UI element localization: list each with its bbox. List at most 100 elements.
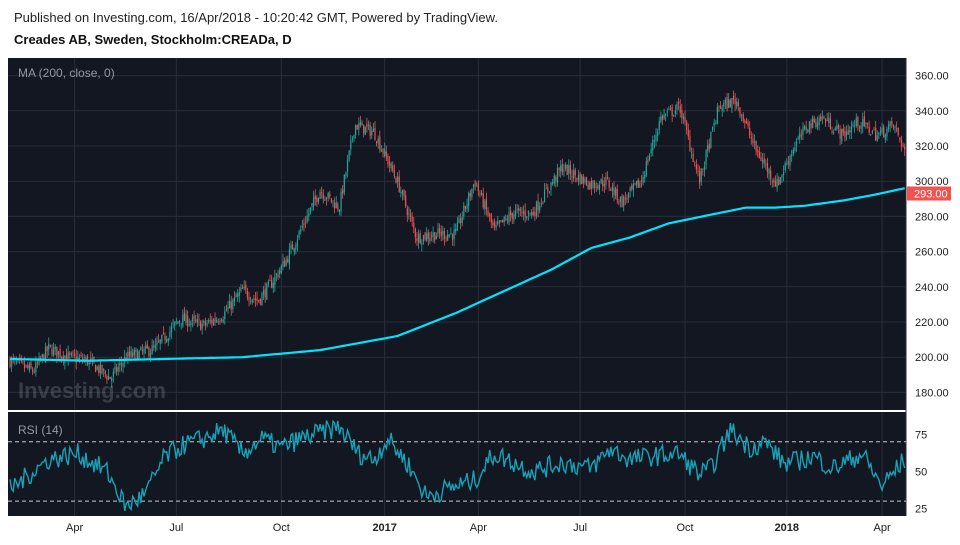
candle-body	[787, 161, 790, 164]
candle-body	[400, 192, 402, 193]
candle-body	[629, 187, 631, 191]
candle-body	[820, 116, 822, 121]
candle-body	[616, 189, 618, 201]
candle-body	[732, 95, 735, 100]
candle-body	[760, 157, 762, 161]
candle-body	[406, 208, 408, 216]
chart-header: Published on Investing.com, 16/Apr/2018 …	[14, 8, 944, 50]
candle-body	[815, 121, 817, 128]
candle-body	[178, 321, 181, 323]
candle-body	[797, 137, 799, 140]
candle-body	[317, 197, 320, 203]
candle-body	[136, 351, 139, 360]
candle-body	[48, 343, 50, 350]
candle-body	[451, 233, 454, 240]
candle-body	[464, 206, 467, 209]
candle-body	[324, 199, 326, 201]
candle-body	[899, 137, 901, 141]
candle-body	[739, 107, 741, 116]
candle-body	[573, 170, 575, 179]
candle-body	[653, 139, 655, 142]
candle-body	[22, 361, 24, 363]
candle-body	[53, 347, 55, 356]
candle-body	[800, 135, 802, 136]
candle-body	[334, 202, 336, 209]
candle-body	[784, 163, 786, 171]
candle-body	[313, 197, 315, 206]
x-tick-label: Apr	[66, 522, 83, 534]
candle-body	[296, 239, 299, 247]
candle-body	[164, 335, 166, 341]
candle-body	[514, 210, 517, 217]
candle-body	[710, 131, 712, 148]
candle-body	[385, 151, 387, 157]
candle-body	[382, 148, 384, 154]
candle-body	[272, 283, 274, 289]
candle-body	[862, 118, 864, 127]
price-tick-label: 220.00	[915, 317, 949, 329]
candle-body	[321, 192, 323, 194]
candle-body	[561, 164, 563, 173]
candle-body	[621, 195, 623, 208]
candle-body	[114, 366, 116, 370]
candle-body	[208, 320, 210, 323]
candle-body	[818, 118, 820, 125]
candle-body	[863, 116, 865, 127]
candle-body	[823, 116, 825, 119]
candle-body	[624, 198, 626, 200]
candle-body	[304, 222, 307, 224]
candle-body	[576, 178, 578, 180]
candle-body	[755, 140, 757, 152]
candle-body	[264, 288, 266, 298]
candle-body	[115, 367, 118, 373]
last-price-badge	[907, 186, 951, 201]
candle-body	[262, 290, 265, 295]
candle-body	[414, 228, 416, 238]
candle-body	[98, 365, 100, 373]
candle-body	[721, 108, 723, 111]
candle-body	[623, 196, 625, 207]
candle-body	[374, 127, 376, 140]
candle-body	[112, 371, 114, 377]
candle-body	[590, 181, 592, 189]
candle-body	[543, 189, 546, 203]
candle-body	[833, 131, 835, 133]
candle-body	[206, 323, 208, 326]
candle-body	[522, 211, 525, 214]
candle-body	[694, 162, 696, 163]
candle-body	[440, 231, 442, 237]
candle-body	[28, 364, 30, 371]
candle-body	[540, 203, 542, 205]
candle-body	[776, 178, 778, 189]
candle-body	[720, 106, 722, 109]
candle-body	[482, 193, 484, 208]
candle-body	[782, 172, 785, 175]
candle-body	[397, 176, 399, 182]
candle-body	[761, 160, 764, 163]
candle-body	[11, 358, 13, 367]
candle-body	[637, 179, 639, 188]
candle-body	[834, 127, 836, 131]
candle-body	[866, 123, 869, 125]
candle-body	[366, 124, 368, 127]
candle-body	[535, 201, 538, 217]
candle-body	[468, 193, 470, 207]
candle-body	[161, 334, 163, 343]
candle-body	[655, 134, 657, 141]
candle-body	[608, 179, 610, 188]
candle-body	[442, 231, 444, 235]
candle-body	[280, 265, 282, 273]
candle-body	[742, 113, 744, 121]
candle-body	[25, 365, 27, 367]
candle-body	[539, 205, 541, 211]
candle-body	[686, 121, 688, 130]
candle-body	[103, 369, 105, 371]
candle-body	[493, 222, 496, 227]
candle-body	[405, 195, 407, 207]
candle-body	[718, 106, 720, 108]
candle-body	[884, 135, 886, 140]
candle-body	[510, 210, 512, 216]
candle-body	[198, 319, 200, 321]
candle-body	[860, 125, 862, 129]
